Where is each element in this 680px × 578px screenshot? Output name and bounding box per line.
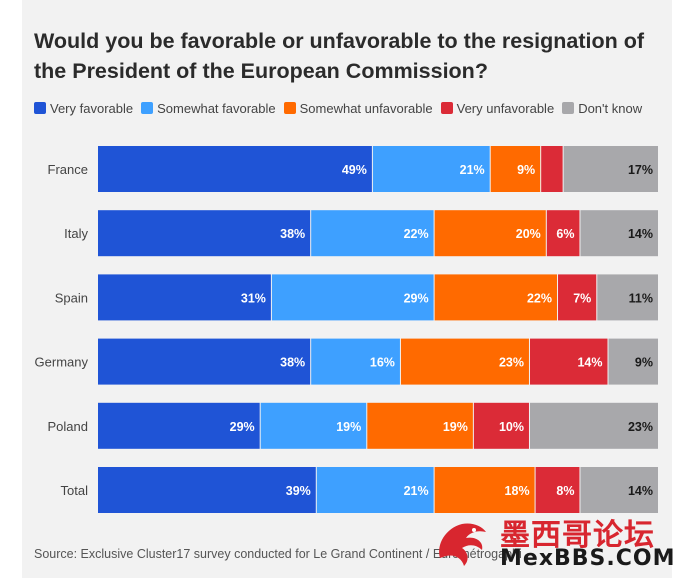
data-label: 20% bbox=[516, 227, 541, 241]
bar-segment bbox=[367, 402, 473, 449]
bar-segment bbox=[535, 467, 580, 513]
category-label: Poland bbox=[48, 419, 88, 434]
category-label: France bbox=[48, 162, 88, 177]
data-label: 14% bbox=[628, 484, 653, 498]
bar-segment bbox=[473, 402, 529, 449]
bar-segment bbox=[434, 210, 546, 257]
category-label: Total bbox=[61, 483, 89, 498]
legend-item-0: Very favorable bbox=[34, 101, 133, 116]
source-note: Source: Exclusive Cluster17 survey condu… bbox=[34, 547, 522, 561]
data-label: 14% bbox=[628, 227, 653, 241]
bar-segment bbox=[563, 146, 658, 192]
bar-segment bbox=[311, 210, 434, 257]
bar-segment bbox=[316, 467, 434, 513]
bar-segment bbox=[580, 467, 658, 513]
bar-segment bbox=[98, 402, 260, 449]
legend-label: Very favorable bbox=[50, 100, 134, 116]
bar-segment bbox=[434, 467, 535, 513]
data-label: 38% bbox=[280, 356, 305, 370]
data-label: 22% bbox=[527, 291, 552, 305]
legend-label: Somewhat favorable bbox=[157, 100, 276, 116]
bar-segment bbox=[260, 402, 367, 449]
watermark: 墨西哥论坛 MexBBS.COM bbox=[432, 510, 676, 574]
legend-item-1: Somewhat favorable bbox=[141, 101, 276, 116]
bar-segment bbox=[271, 274, 434, 321]
bar-segment bbox=[98, 274, 271, 321]
bar-segment bbox=[98, 467, 316, 513]
data-label: 16% bbox=[370, 356, 395, 370]
bar-segment bbox=[490, 146, 541, 192]
category-label: Spain bbox=[55, 290, 88, 305]
data-label: 14% bbox=[577, 356, 602, 370]
data-label: 21% bbox=[404, 484, 429, 498]
watermark-text-cn: 墨西哥论坛 bbox=[500, 518, 655, 553]
data-label: 19% bbox=[336, 420, 361, 434]
data-label: 31% bbox=[241, 291, 266, 305]
legend-swatch bbox=[34, 102, 46, 114]
data-label: 18% bbox=[505, 484, 530, 498]
bar-segment bbox=[558, 274, 597, 321]
legend-item-4: Don't know bbox=[562, 101, 642, 116]
legend-swatch bbox=[141, 102, 154, 114]
data-label: 29% bbox=[404, 291, 429, 305]
data-label: 38% bbox=[280, 227, 305, 241]
legend-label: Don't know bbox=[578, 100, 643, 116]
category-label: Germany bbox=[35, 355, 89, 370]
bar-segment bbox=[529, 402, 658, 449]
bar-segment bbox=[98, 338, 311, 385]
legend-swatch bbox=[283, 102, 296, 114]
bar-segment bbox=[597, 274, 658, 321]
bar-segment bbox=[541, 146, 563, 192]
data-label: 8% bbox=[556, 484, 574, 498]
bar-segment bbox=[546, 210, 580, 257]
bar-segment bbox=[580, 210, 658, 257]
data-label: 49% bbox=[342, 163, 367, 177]
data-label: 10% bbox=[499, 420, 524, 434]
data-label: 9% bbox=[635, 356, 653, 370]
bar-segment bbox=[311, 338, 400, 385]
bar-segment bbox=[98, 146, 372, 192]
bar-segment bbox=[98, 210, 311, 257]
bar-segment bbox=[608, 338, 658, 385]
data-label: 22% bbox=[404, 227, 429, 241]
legend-swatch bbox=[562, 102, 575, 114]
data-label: 23% bbox=[628, 420, 653, 434]
legend-item-3: Very unfavorable bbox=[440, 100, 555, 116]
data-label: 19% bbox=[443, 420, 468, 434]
legend-swatch bbox=[440, 102, 453, 114]
data-label: 9% bbox=[517, 163, 535, 177]
legend-item-2: Somewhat unfavorable bbox=[283, 100, 433, 116]
bar-segment bbox=[400, 338, 529, 385]
dragon-logo-icon bbox=[439, 523, 486, 566]
watermark-text-en: MexBBS.COM bbox=[500, 546, 676, 571]
data-label: 39% bbox=[286, 484, 311, 498]
legend: Very favorable Somewhat favorable Somewhat… bbox=[34, 99, 650, 117]
data-label: 7% bbox=[573, 291, 591, 305]
category-label: Italy bbox=[64, 226, 88, 241]
legend-label: Very unfavorable bbox=[456, 100, 555, 116]
bar-segment bbox=[372, 146, 490, 192]
data-label: 17% bbox=[628, 163, 653, 177]
data-label: 21% bbox=[460, 163, 485, 177]
bar-segment bbox=[434, 274, 558, 321]
chart-title: Would you be favorable or unfavorable to… bbox=[34, 29, 645, 83]
data-label: 6% bbox=[556, 227, 574, 241]
legend-label: Somewhat unfavorable bbox=[299, 100, 433, 116]
data-label: 29% bbox=[230, 420, 255, 434]
data-label: 11% bbox=[629, 291, 653, 305]
data-label: 23% bbox=[499, 356, 524, 370]
bar-segment bbox=[529, 338, 608, 385]
